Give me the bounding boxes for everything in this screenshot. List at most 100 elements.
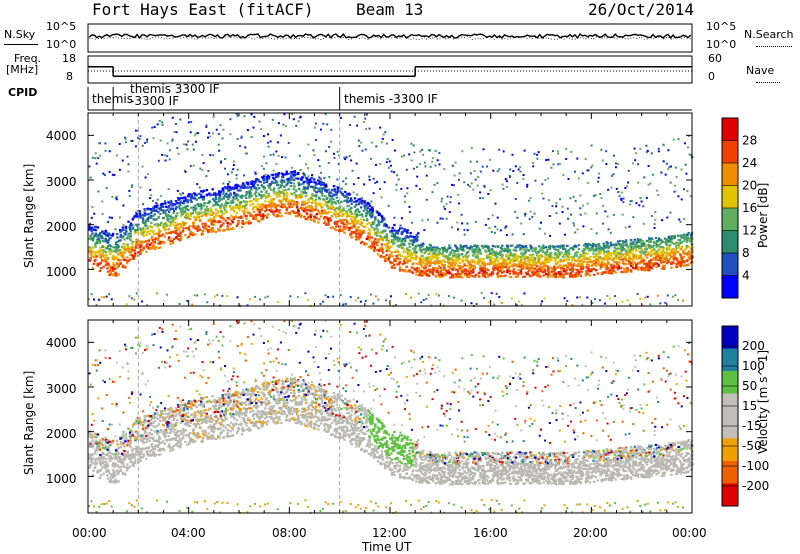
- power-cell: [281, 203, 284, 206]
- power-cell: [439, 270, 442, 273]
- power-cell: [257, 192, 260, 195]
- power-cell: [184, 169, 186, 172]
- power-cell: [339, 228, 342, 232]
- power-cell: [449, 276, 452, 279]
- power-cell: [477, 253, 480, 256]
- power-cell: [403, 260, 406, 263]
- power-cell: [459, 275, 462, 278]
- power-cell: [366, 206, 370, 209]
- power-cell: [586, 269, 590, 272]
- power-cell: [277, 204, 281, 207]
- power-cell: [391, 226, 394, 229]
- power-cell: [341, 229, 344, 233]
- power-cell: [141, 229, 145, 232]
- power-cell: [473, 265, 476, 268]
- power-cell: [371, 241, 374, 244]
- power-cell: [355, 215, 358, 218]
- power-cell: [124, 226, 128, 230]
- power-cell: [354, 211, 357, 214]
- power-cell: [605, 255, 608, 258]
- power-cell: [452, 274, 455, 277]
- power-cell: [514, 252, 517, 255]
- power-cell: [315, 198, 318, 201]
- power-cell: [200, 215, 203, 218]
- power-cell: [350, 235, 353, 238]
- power-cell: [245, 207, 248, 210]
- power-cell: [342, 223, 346, 226]
- power-cell: [559, 260, 563, 263]
- power-cell: [576, 157, 579, 160]
- power-cell: [380, 141, 383, 144]
- power-cell: [667, 149, 670, 152]
- power-cell: [547, 268, 550, 271]
- power-cell: [201, 233, 204, 236]
- power-cell: [335, 215, 338, 218]
- power-cell: [219, 204, 222, 207]
- power-cell: [512, 268, 516, 271]
- power-cell: [408, 153, 411, 156]
- power-cell: [533, 257, 536, 260]
- power-cell: [156, 211, 160, 214]
- power-cell: [650, 245, 653, 248]
- power-cell: [180, 210, 183, 213]
- power-cell: [308, 178, 312, 181]
- power-cell: [108, 216, 111, 219]
- power-cell: [413, 238, 416, 241]
- power-cell: [610, 174, 613, 177]
- power-cell: [590, 144, 593, 147]
- power-cell: [605, 251, 608, 254]
- power-cell: [542, 260, 545, 263]
- power-cell: [434, 253, 437, 257]
- power-cell: [522, 261, 525, 264]
- power-cell: [519, 270, 523, 273]
- power-cell: [142, 227, 145, 230]
- power-cell: [497, 266, 500, 269]
- power-cell: [655, 245, 658, 248]
- power-cell: [350, 202, 353, 205]
- power-cell: [264, 214, 268, 217]
- power-cell: [134, 145, 137, 148]
- power-cell: [539, 263, 542, 266]
- power-cell: [153, 218, 156, 221]
- power-cell: [391, 232, 394, 235]
- power-cell: [274, 215, 278, 218]
- power-cell: [115, 273, 118, 276]
- power-cell: [592, 263, 596, 266]
- power-cell: [304, 194, 308, 197]
- power-cell: [613, 246, 616, 249]
- power-cell: [114, 228, 117, 231]
- power-cell: [625, 241, 628, 244]
- power-cell: [240, 215, 243, 218]
- power-cell: [401, 246, 404, 250]
- power-cell: [632, 241, 635, 244]
- power-cell: [360, 141, 363, 144]
- power-cell: [236, 115, 239, 118]
- power-cell: [586, 202, 589, 205]
- power-cell: [205, 175, 208, 178]
- power-cell: [375, 227, 378, 231]
- power-cell: [168, 217, 172, 220]
- power-cell: [425, 274, 428, 277]
- power-cell: [307, 200, 311, 203]
- power-cell: [544, 264, 547, 267]
- power-cell: [112, 274, 115, 277]
- power-cell: [144, 240, 148, 243]
- power-cell: [648, 259, 651, 263]
- power-cell: [330, 188, 334, 192]
- power-cell: [202, 189, 206, 192]
- power-cell: [470, 147, 473, 150]
- power-cell: [669, 237, 673, 240]
- power-cell: [453, 254, 457, 257]
- power-cell: [300, 196, 303, 199]
- power-cell: [274, 175, 278, 178]
- power-cell: [225, 192, 228, 195]
- power-cell: [106, 221, 109, 224]
- power-cell: [663, 241, 666, 244]
- power-cell: [329, 219, 332, 222]
- power-cell: [607, 249, 610, 252]
- power-cell: [381, 238, 384, 241]
- power-cell: [95, 255, 99, 258]
- power-cell: [415, 184, 418, 187]
- power-cell: [273, 178, 276, 181]
- power-cell: [600, 148, 603, 151]
